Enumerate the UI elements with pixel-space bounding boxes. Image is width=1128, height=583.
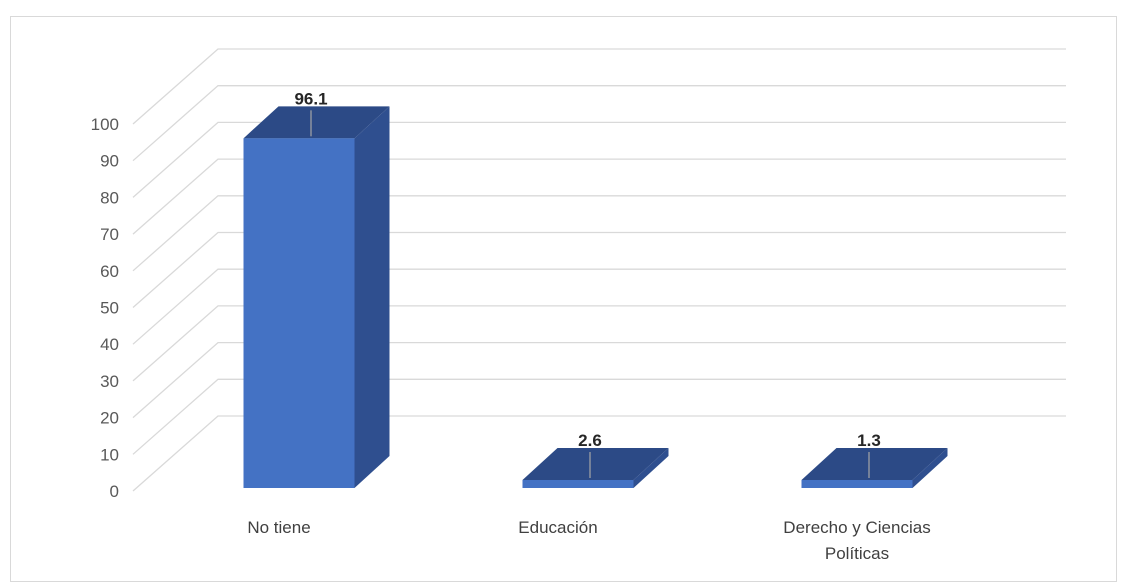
gridline xyxy=(132,48,1066,125)
bars xyxy=(243,106,948,489)
bar-side xyxy=(633,448,669,488)
gridline xyxy=(132,415,1066,492)
y-tick-label: 0 xyxy=(110,482,119,501)
bar xyxy=(801,480,913,488)
chart-frame: 0 10 20 30 40 50 60 70 80 90 100 96.1 2.6 1.3 No tie… xyxy=(10,16,1117,582)
y-tick-label: 80 xyxy=(100,188,119,207)
y-axis-ticks: 0 10 20 30 40 50 60 70 80 90 100 xyxy=(91,115,119,501)
category-labels: No tiene Educación Derecho y Ciencias Polít… xyxy=(247,518,930,563)
y-tick-label: 50 xyxy=(100,299,119,318)
gridline xyxy=(132,195,1066,272)
category-label: Derecho y Ciencias Políticas xyxy=(783,518,930,563)
y-tick-label: 70 xyxy=(100,225,119,244)
bar-side xyxy=(912,448,948,488)
category-label: No tiene xyxy=(247,518,310,537)
bar-side xyxy=(354,106,390,489)
gridline xyxy=(132,268,1066,345)
data-labels: 96.1 2.6 1.3 xyxy=(294,89,880,450)
y-tick-label: 60 xyxy=(100,262,119,281)
gridline xyxy=(132,341,1066,419)
bar xyxy=(243,138,355,489)
gridline xyxy=(132,231,1066,308)
gridline xyxy=(132,158,1066,235)
data-label: 1.3 xyxy=(857,431,881,450)
data-label: 96.1 xyxy=(294,89,327,108)
y-tick-label: 100 xyxy=(91,115,119,134)
gridline xyxy=(132,378,1066,455)
y-tick-label: 20 xyxy=(100,409,119,428)
bar-top xyxy=(522,448,669,480)
bar-chart: 0 10 20 30 40 50 60 70 80 90 100 96.1 2.6 1.3 No tie… xyxy=(91,48,1066,563)
gridline xyxy=(132,121,1066,198)
y-tick-label: 10 xyxy=(100,445,119,464)
y-tick-label: 90 xyxy=(100,152,119,171)
bar-top xyxy=(243,106,390,139)
y-tick-label: 40 xyxy=(100,335,119,354)
data-label: 2.6 xyxy=(578,431,602,450)
category-label: Educación xyxy=(518,518,597,537)
gridline xyxy=(132,305,1066,382)
bar-top xyxy=(801,448,948,480)
y-tick-label: 30 xyxy=(100,372,119,391)
gridlines xyxy=(132,48,1066,492)
gridline xyxy=(132,85,1066,162)
bar xyxy=(522,480,634,488)
